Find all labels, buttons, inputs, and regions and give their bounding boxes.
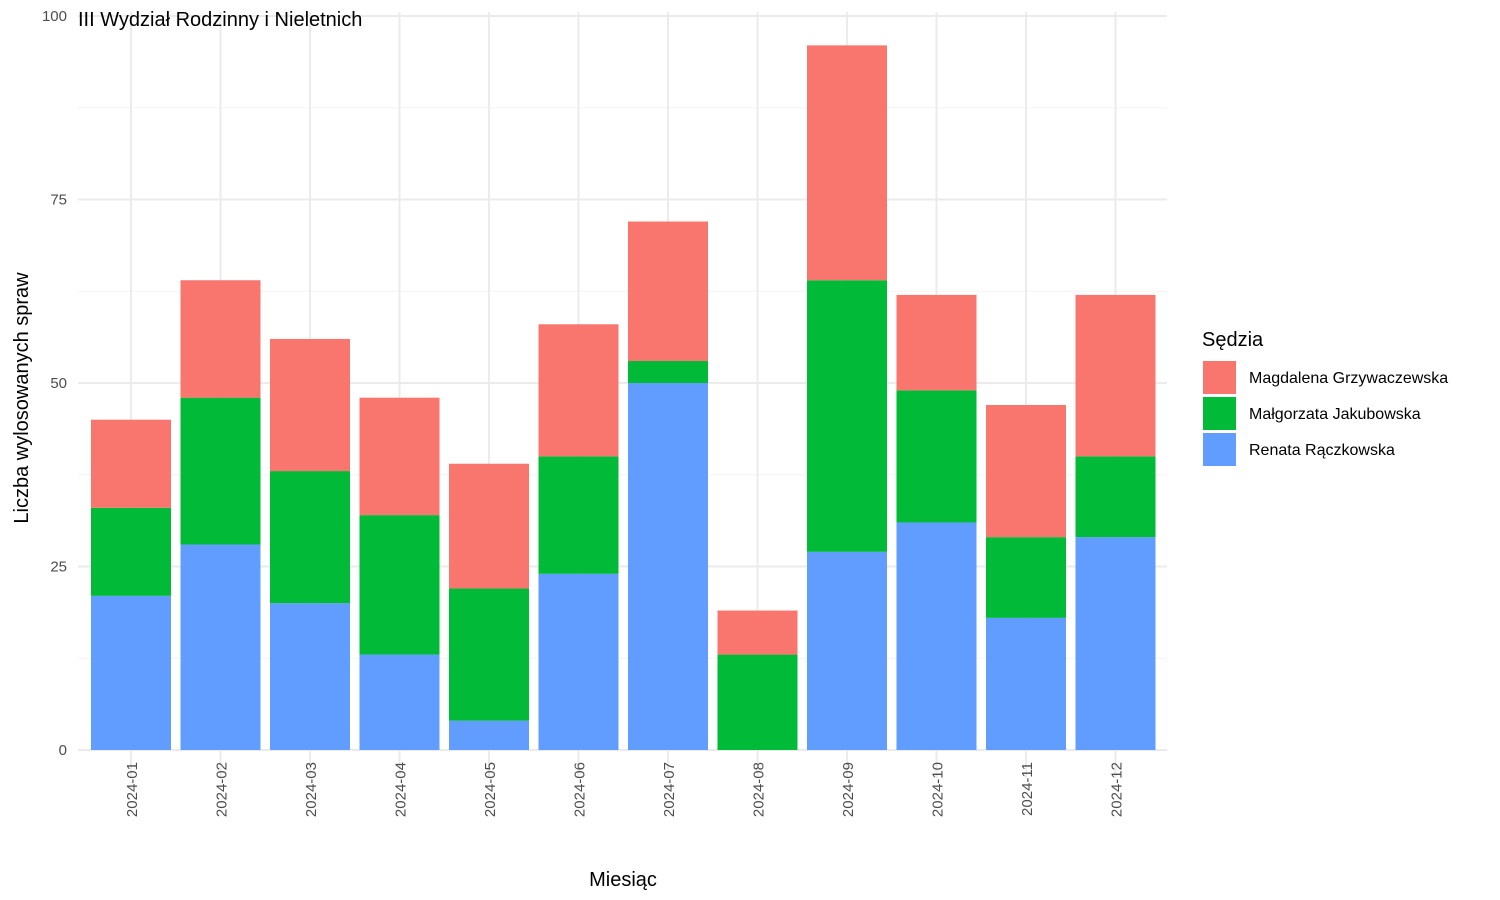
y-tick-label: 25	[50, 559, 67, 576]
bar-segment-2024-01-magdalena-grzywaczewska	[91, 419, 171, 508]
bar-segment-2024-05-magdalena-grzywaczewska	[449, 463, 529, 589]
bar-segment-2024-06-magdalena-grzywaczewska	[538, 324, 619, 457]
x-tick-label: 2024-06	[572, 762, 589, 817]
y-tick-label: 100	[42, 8, 67, 25]
bar-segment-2024-04-małgorzata-jakubowska	[359, 515, 440, 655]
x-axis-title: Miesiąc	[589, 869, 657, 891]
bar-segment-2024-12-renata-rączkowska	[1075, 537, 1156, 750]
bar-segment-2024-01-małgorzata-jakubowska	[91, 507, 171, 596]
bar-segment-2024-06-renata-rączkowska	[538, 573, 619, 750]
bar-segment-2024-12-magdalena-grzywaczewska	[1075, 294, 1156, 457]
x-tick-label: 2024-03	[303, 762, 320, 817]
x-tick-label: 2024-01	[124, 762, 141, 817]
bar-segment-2024-10-magdalena-grzywaczewska	[896, 294, 977, 391]
legend-label: Magdalena Grzywaczewska	[1249, 370, 1448, 387]
bar-segment-2024-03-małgorzata-jakubowska	[270, 471, 350, 604]
x-tick-label: 2024-02	[214, 762, 231, 817]
legend-title: Sędzia	[1202, 329, 1264, 351]
bar-segment-2024-07-małgorzata-jakubowska	[628, 360, 708, 383]
x-tick-label: 2024-11	[1019, 762, 1036, 816]
bar-segment-2024-07-magdalena-grzywaczewska	[628, 221, 708, 361]
x-tick-label: 2024-08	[751, 762, 768, 817]
bar-segment-2024-04-magdalena-grzywaczewska	[359, 397, 440, 516]
bar-segment-2024-11-małgorzata-jakubowska	[986, 537, 1066, 618]
bar-segment-2024-10-małgorzata-jakubowska	[896, 390, 977, 523]
bar-segment-2024-10-renata-rączkowska	[896, 522, 977, 750]
bar-segment-2024-09-małgorzata-jakubowska	[807, 280, 887, 552]
legend-label: Renata Rączkowska	[1249, 442, 1395, 459]
bar-segment-2024-05-renata-rączkowska	[449, 720, 529, 750]
bar-segment-2024-03-magdalena-grzywaczewska	[270, 338, 350, 472]
x-tick-label: 2024-10	[930, 762, 947, 817]
bar-segment-2024-08-małgorzata-jakubowska	[717, 654, 798, 750]
legend-swatch	[1203, 397, 1236, 430]
bar-segment-2024-07-renata-rączkowska	[628, 383, 708, 750]
y-axis-title: Liczba wylosowanych spraw	[11, 272, 33, 524]
x-tick-label: 2024-12	[1109, 762, 1126, 817]
bar-segment-2024-02-magdalena-grzywaczewska	[180, 280, 261, 398]
y-tick-label: 50	[50, 375, 67, 392]
bars	[91, 45, 1156, 750]
bar-segment-2024-02-małgorzata-jakubowska	[180, 397, 261, 545]
bar-segment-2024-04-renata-rączkowska	[359, 654, 440, 750]
legend: Sędzia Magdalena Grzywaczewska Małgorzata…	[1202, 329, 1448, 466]
y-tick-label: 0	[59, 742, 67, 759]
bar-segment-2024-12-małgorzata-jakubowska	[1075, 456, 1156, 538]
bar-segment-2024-09-renata-rączkowska	[807, 551, 887, 750]
x-axis-ticks: 2024-01 2024-02 2024-03 2024-04 2024-05 2024-…	[124, 762, 1126, 817]
y-tick-label: 75	[50, 192, 67, 209]
bar-segment-2024-02-renata-rączkowska	[180, 544, 261, 750]
bar-segment-2024-11-magdalena-grzywaczewska	[986, 405, 1066, 538]
x-tick-label: 2024-09	[840, 762, 857, 817]
x-tick-label: 2024-07	[661, 762, 678, 817]
legend-label: Małgorzata Jakubowska	[1249, 406, 1421, 423]
bar-segment-2024-08-magdalena-grzywaczewska	[717, 610, 798, 655]
bar-segment-2024-03-renata-rączkowska	[270, 603, 350, 750]
bar-segment-2024-09-magdalena-grzywaczewska	[807, 45, 887, 281]
chart-title: III Wydział Rodzinny i Nieletnich	[78, 9, 362, 31]
bar-segment-2024-05-małgorzata-jakubowska	[449, 588, 529, 721]
bar-segment-2024-01-renata-rączkowska	[91, 595, 171, 750]
legend-swatch	[1203, 361, 1236, 394]
y-axis-ticks: 0 25 50 75 100	[42, 8, 67, 759]
bar-segment-2024-06-małgorzata-jakubowska	[538, 456, 619, 574]
x-tick-label: 2024-05	[482, 762, 499, 817]
x-tick-label: 2024-04	[393, 762, 410, 817]
legend-swatch	[1203, 433, 1236, 466]
bar-segment-2024-11-renata-rączkowska	[986, 617, 1066, 750]
